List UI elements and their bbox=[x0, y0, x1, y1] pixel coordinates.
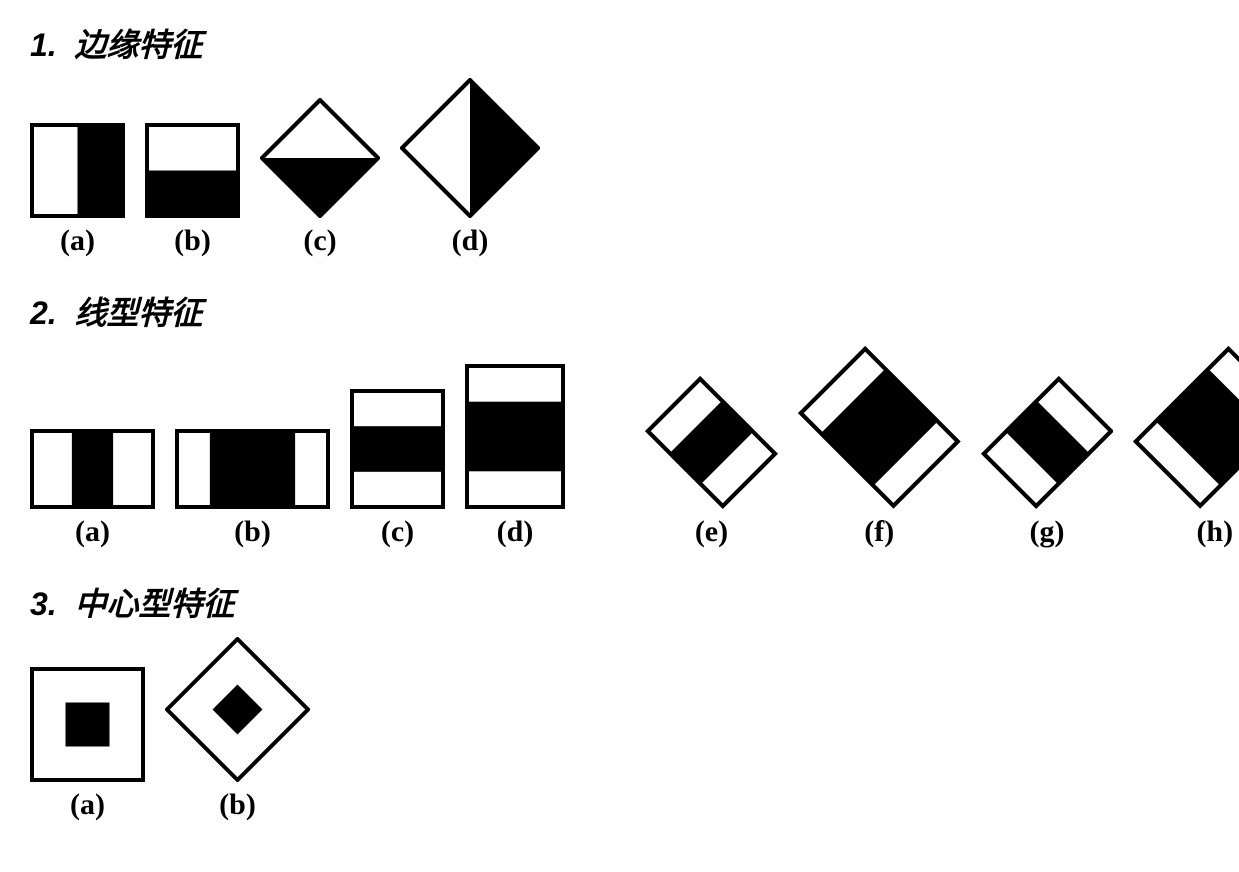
shape-rect-stripe bbox=[30, 429, 155, 509]
shape-diamond-half bbox=[400, 78, 540, 218]
shapes-row: (a) (b) (c) (d) bbox=[30, 78, 1209, 258]
shape-item: (a) bbox=[30, 667, 145, 822]
section-line: 2. 线型特征(a)(b)(c)(d) (e) (f) (g) (h) bbox=[30, 288, 1209, 549]
shape-diamond-stripe bbox=[798, 346, 961, 509]
shape-diamond-stripe bbox=[1133, 346, 1239, 509]
shape-item: (f) bbox=[798, 346, 961, 549]
shape-item: (b) bbox=[145, 123, 240, 258]
shape-center-square bbox=[30, 667, 145, 782]
shape-diamond-half bbox=[260, 98, 380, 218]
shape-item: (b) bbox=[175, 429, 330, 549]
shape-label: (e) bbox=[695, 515, 728, 549]
shape-item: (h) bbox=[1133, 346, 1239, 549]
shape-label: (b) bbox=[219, 788, 256, 822]
shape-label: (b) bbox=[234, 515, 271, 549]
section-edge: 1. 边缘特征 (a) (b) (c) (d) bbox=[30, 20, 1209, 258]
shapes-row: (a) (b) bbox=[30, 637, 1209, 822]
shape-label: (a) bbox=[75, 515, 110, 549]
shape-item: (e) bbox=[645, 376, 778, 549]
shape-label: (f) bbox=[864, 515, 894, 549]
shape-diamond-stripe bbox=[981, 376, 1114, 509]
section-title: 3. 中心型特征 bbox=[30, 579, 1209, 625]
shape-square-half bbox=[30, 123, 125, 218]
shape-label: (g) bbox=[1030, 515, 1065, 549]
shapes-row: (a)(b)(c)(d) (e) (f) (g) (h) bbox=[30, 346, 1209, 549]
shape-label: (h) bbox=[1196, 515, 1233, 549]
shape-rect-stripe bbox=[175, 429, 330, 509]
section-title: 2. 线型特征 bbox=[30, 288, 1209, 334]
shape-item: (a) bbox=[30, 429, 155, 549]
shape-label: (a) bbox=[70, 788, 105, 822]
shape-label: (c) bbox=[303, 224, 336, 258]
shape-item: (d) bbox=[400, 78, 540, 258]
section-center: 3. 中心型特征 (a) (b) bbox=[30, 579, 1209, 822]
shape-label: (c) bbox=[381, 515, 414, 549]
shape-item: (b) bbox=[165, 637, 310, 822]
shape-item: (c) bbox=[260, 98, 380, 258]
section-title: 1. 边缘特征 bbox=[30, 20, 1209, 66]
shape-center-diamond bbox=[165, 637, 310, 782]
shape-label: (b) bbox=[174, 224, 211, 258]
shape-square-half bbox=[145, 123, 240, 218]
shape-item: (c) bbox=[350, 389, 445, 549]
shape-label: (d) bbox=[497, 515, 534, 549]
shape-label: (d) bbox=[452, 224, 489, 258]
shape-rect-stripe bbox=[465, 364, 565, 509]
shape-item: (a) bbox=[30, 123, 125, 258]
shape-item: (d) bbox=[465, 364, 565, 549]
shape-item: (g) bbox=[981, 376, 1114, 549]
shape-diamond-stripe bbox=[645, 376, 778, 509]
shape-rect-stripe bbox=[350, 389, 445, 509]
shape-label: (a) bbox=[60, 224, 95, 258]
